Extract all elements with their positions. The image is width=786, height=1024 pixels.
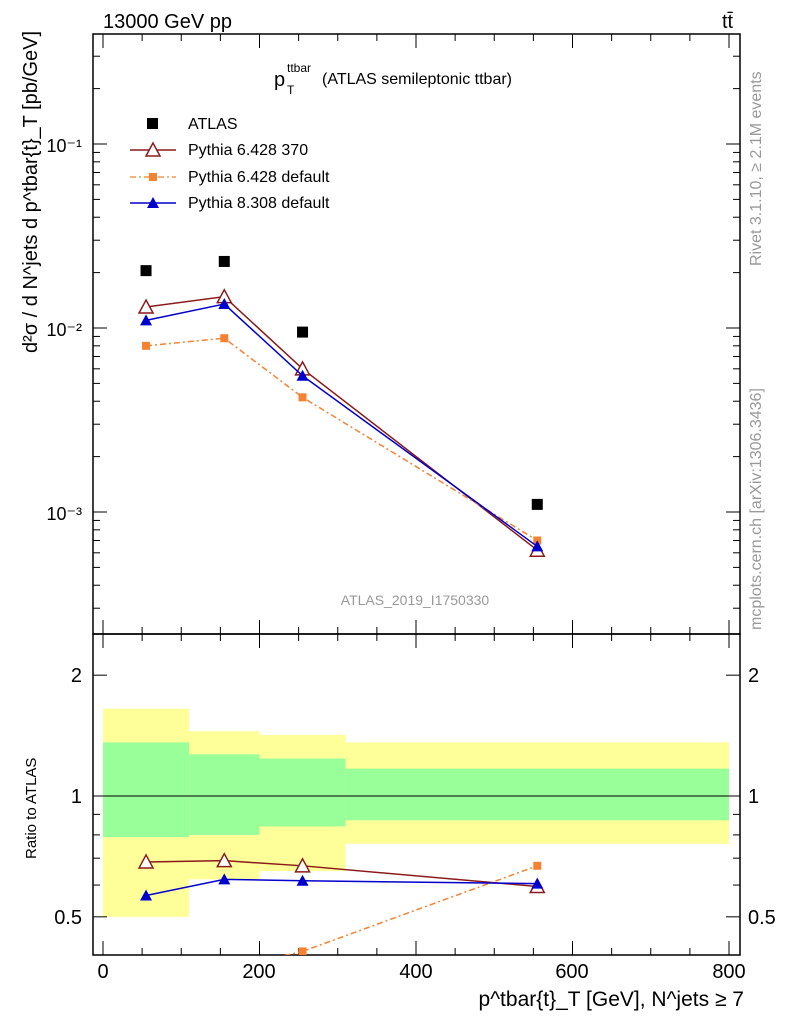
data-point-atlas bbox=[140, 265, 152, 277]
header-process: tt̄ bbox=[722, 11, 734, 33]
legend-label-atlas: ATLAS bbox=[188, 116, 238, 133]
xtick-label: 600 bbox=[555, 961, 588, 983]
legend: ATLAS Pythia 6.428 370 Pythia 6.428 defa… bbox=[130, 116, 330, 212]
ratio-ytick-label: 1 bbox=[71, 786, 82, 808]
ratio-band-inner bbox=[259, 758, 346, 827]
ratio-series-group bbox=[137, 852, 546, 955]
header-energy: 13000 GeV pp bbox=[103, 11, 232, 33]
series-line-ratio bbox=[145, 878, 538, 897]
data-point-atlas bbox=[531, 498, 543, 510]
main-ytick-label: 10⁻³ bbox=[46, 504, 82, 524]
plot-title-sub: T bbox=[287, 83, 295, 97]
series-line-ratio bbox=[146, 859, 538, 888]
series-point-main bbox=[296, 369, 309, 381]
ratio-uncertainty-bands bbox=[103, 708, 729, 917]
ratio-ytick-label-right: 2 bbox=[748, 665, 759, 687]
xtick-label: 800 bbox=[712, 961, 745, 983]
data-point-atlas bbox=[218, 255, 230, 267]
series-point-ratio bbox=[531, 877, 544, 889]
analysis-watermark: ATLAS_2019_I1750330 bbox=[341, 592, 490, 608]
legend-label-py6-default: Pythia 6.428 default bbox=[188, 169, 330, 186]
series-point-main bbox=[218, 298, 231, 310]
series-line-ratio bbox=[283, 865, 538, 955]
series-point-ratio bbox=[218, 873, 231, 885]
series-line-main bbox=[145, 303, 538, 548]
legend-label-py6-370: Pythia 6.428 370 bbox=[188, 142, 308, 159]
series-line-main bbox=[145, 295, 538, 551]
legend-marker-py6-370 bbox=[144, 141, 162, 157]
plot-title-sup: ttbar bbox=[287, 61, 311, 75]
series-point-main bbox=[137, 298, 155, 314]
main-ytick-label: 10⁻¹ bbox=[46, 136, 82, 156]
series-point-main bbox=[220, 334, 229, 343]
series-point-ratio bbox=[294, 857, 311, 873]
legend-marker-py6-default bbox=[149, 173, 157, 181]
main-ytick-label: 10⁻² bbox=[46, 320, 82, 340]
series-point-main bbox=[140, 314, 153, 326]
series-point-ratio bbox=[298, 947, 307, 955]
rivet-label: Rivet 3.1.10, ≥ 2.1M events bbox=[748, 71, 765, 266]
ratio-band-inner bbox=[189, 754, 260, 835]
plot-title-p: p bbox=[274, 69, 285, 91]
series-point-main bbox=[531, 540, 544, 552]
ratio-band-inner bbox=[345, 768, 729, 821]
series-line-main bbox=[145, 337, 538, 542]
x-axis-label: p^tbar{t}_T [GeV], N^jets ≥ 7 bbox=[479, 988, 744, 1011]
xtick-label: 400 bbox=[399, 961, 432, 983]
legend-marker-atlas bbox=[147, 118, 158, 129]
chart-marks bbox=[137, 255, 546, 955]
plot-title-rest: (ATLAS semileptonic ttbar) bbox=[322, 71, 512, 88]
xtick-label: 200 bbox=[242, 961, 275, 983]
series-point-ratio bbox=[137, 853, 155, 869]
ratio-ytick-label-right: 0.5 bbox=[748, 907, 776, 929]
series-point-main bbox=[298, 393, 307, 402]
series-point-ratio bbox=[296, 874, 309, 886]
data-point-atlas bbox=[297, 326, 309, 338]
xtick-label: 0 bbox=[97, 961, 108, 983]
legend-label-py8-default: Pythia 8.308 default bbox=[188, 195, 330, 212]
ratio-ytick-label: 2 bbox=[71, 665, 82, 687]
legend-marker-py8-default bbox=[147, 197, 159, 208]
main-y-axis-label: d²σ / d N^jets d p^tbar{t}_T [pb/GeV] bbox=[20, 31, 42, 353]
ratio-band-inner bbox=[103, 742, 190, 838]
ratio-plot-frame bbox=[92, 633, 741, 956]
series-point-main bbox=[142, 341, 151, 350]
series-point-ratio bbox=[216, 852, 233, 868]
ratio-y-axis-label: Ratio to ATLAS bbox=[23, 758, 40, 859]
ratio-ytick-label-right: 1 bbox=[748, 786, 759, 808]
series-point-ratio bbox=[533, 861, 542, 870]
mcplots-label: mcplots.cern.ch [arXiv:1306.3436] bbox=[748, 388, 765, 630]
series-point-ratio bbox=[140, 889, 153, 901]
ratio-ytick-label: 0.5 bbox=[54, 907, 82, 929]
